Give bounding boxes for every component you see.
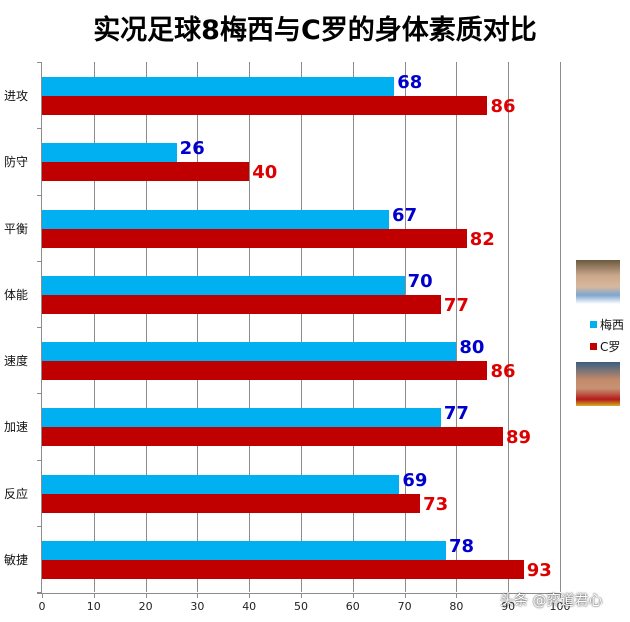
value-label-messi: 78 [449,535,475,557]
value-label-ronaldo: 86 [490,96,516,117]
value-label-ronaldo: 93 [526,559,552,581]
gridline [456,62,458,592]
bar-messi [42,209,390,229]
y-tick [37,459,42,461]
bar-messi [42,143,177,163]
x-tick-label: 50 [294,600,308,613]
value-label-ronaldo: 86 [490,361,516,382]
legend-item-ronaldo: C罗 [590,338,620,355]
y-tick [37,393,42,395]
category-label: 体能 [4,287,29,302]
x-tick-label: 100 [549,600,571,613]
y-tick [37,194,42,196]
x-tick [42,593,43,598]
gridline [93,62,95,592]
value-label-ronaldo: 82 [469,228,495,250]
x-tick [404,593,406,598]
x-tick-label: 10 [86,600,101,613]
y-tick [37,525,42,527]
legend-item-messi: 梅西 [590,316,624,333]
x-tick [352,593,354,598]
x-tick [508,593,510,598]
bar-ronaldo [42,493,421,513]
x-tick [197,593,199,598]
ronaldo-photo [576,362,620,406]
bar-messi [42,474,400,494]
category-label: 反应 [4,486,29,501]
value-label-messi: 67 [392,204,418,226]
x-tick [93,593,95,598]
x-tick-label: 0 [38,600,46,613]
bar-ronaldo [42,96,488,115]
value-label-messi: 70 [407,270,433,292]
y-tick [37,62,42,63]
bar-messi [42,408,441,428]
chart-title: 实况足球8梅西与C罗的身体素质对比 [93,15,537,46]
x-tick [560,593,561,598]
legend-label-ronaldo: C罗 [600,340,621,354]
value-label-ronaldo: 73 [423,493,449,515]
y-tick [37,592,42,593]
category-label: 防守 [4,155,29,170]
y-axis [41,62,42,594]
value-label-messi: 26 [179,138,205,160]
legend-label-messi: 梅西 [600,318,625,332]
category-label: 进攻 [4,89,29,103]
x-tick-label: 80 [449,600,464,613]
gridline [508,62,510,592]
x-axis [37,593,561,594]
bar-ronaldo [42,294,441,314]
x-tick [249,593,251,598]
legend-swatch-messi [590,321,597,328]
x-tick-label: 40 [242,600,257,613]
x-tick [301,593,302,598]
gridline [560,62,561,592]
x-tick-label: 90 [501,600,516,613]
gridline [197,62,199,592]
bar-ronaldo [42,427,504,447]
y-tick [37,327,42,328]
category-label: 平衡 [4,221,29,236]
value-label-ronaldo: 77 [443,294,469,316]
gridline [145,62,147,592]
bar-ronaldo [42,228,467,248]
messi-photo [576,260,620,304]
value-label-messi: 77 [443,403,469,425]
x-tick-label: 60 [345,600,360,613]
bar-messi [42,77,395,96]
watermark: 头条 @弈道君心 [500,593,603,609]
bar-ronaldo [42,162,250,182]
gridline [352,62,354,592]
gridline [249,62,251,592]
legend-swatch-ronaldo [590,343,597,350]
x-tick [456,593,458,598]
x-tick [145,593,147,598]
x-tick-label: 30 [190,600,205,613]
y-tick [37,260,42,262]
category-label: 速度 [4,354,29,368]
value-label-messi: 69 [402,469,428,491]
y-tick [37,128,42,130]
gridline [404,62,406,592]
value-label-messi: 68 [397,72,423,93]
bar-messi [42,540,447,560]
gridline [301,62,302,592]
category-label: 敏捷 [4,552,29,567]
bar-ronaldo [42,361,488,380]
value-label-messi: 80 [459,337,485,358]
value-label-ronaldo: 89 [506,427,532,449]
category-label: 加速 [4,420,29,435]
bar-messi [42,342,457,361]
bar-messi [42,275,405,295]
x-tick-label: 20 [138,600,153,613]
value-label-ronaldo: 40 [252,162,278,184]
bar-ronaldo [42,559,524,579]
x-tick-label: 70 [397,600,412,613]
